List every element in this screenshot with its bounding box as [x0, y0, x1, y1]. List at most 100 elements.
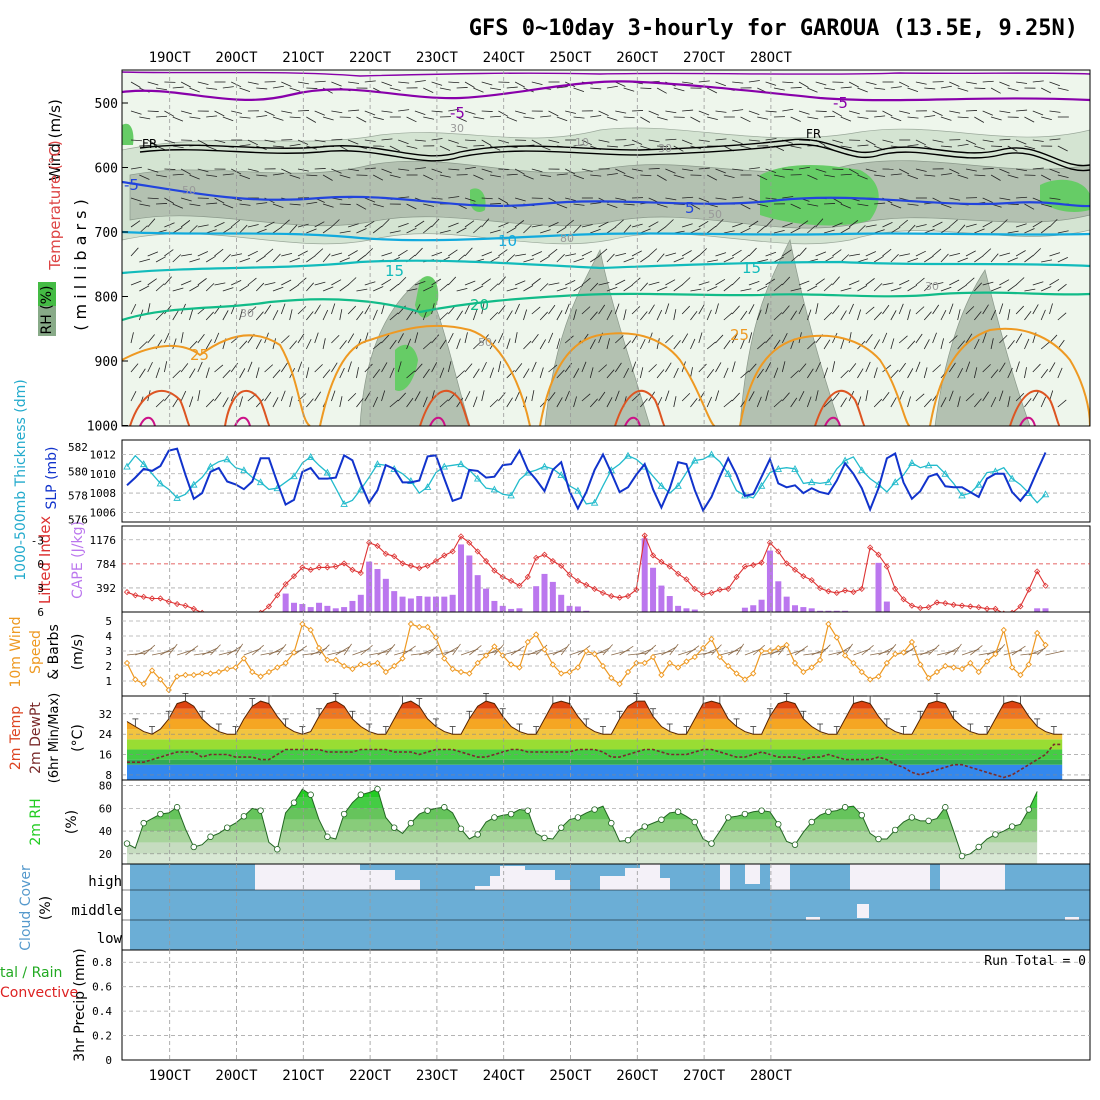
rh-label-30-c: 30 — [240, 307, 254, 320]
wind-barb — [1024, 228, 1035, 234]
wind-barb — [539, 283, 549, 292]
wind-barb — [306, 174, 318, 177]
wind-barb-10m — [619, 645, 634, 656]
li-point — [867, 544, 874, 551]
wind-barb — [982, 110, 993, 116]
wind-barb — [156, 115, 168, 118]
wind-barb — [773, 312, 783, 321]
thickness-point — [139, 460, 148, 468]
wind-barb — [907, 284, 918, 292]
wind-barb-10m — [427, 644, 439, 656]
wind-barb — [648, 248, 658, 257]
li-point — [140, 593, 147, 600]
wind-barb — [673, 309, 677, 321]
wind-barb-10m — [1011, 645, 1026, 656]
li-point — [666, 563, 673, 570]
rh-tick: 80 — [99, 780, 112, 793]
wind-barb — [999, 168, 1010, 174]
wind-point — [173, 673, 181, 680]
wind-barb — [682, 196, 694, 199]
rh-point — [190, 843, 197, 851]
wind-barb — [281, 110, 293, 114]
wind-barb — [189, 309, 194, 321]
wind-barb — [464, 247, 473, 257]
wind-barb — [189, 285, 200, 292]
rh-point — [507, 810, 515, 818]
wind-barb-10m — [870, 651, 890, 656]
cape-bar — [658, 585, 665, 612]
wind-barb — [556, 287, 568, 292]
wind-barb — [339, 257, 351, 263]
wind-barb — [965, 306, 975, 315]
wind-barb — [448, 276, 457, 286]
wind-barb — [957, 143, 969, 147]
wind-point — [541, 646, 548, 653]
wind-barb — [932, 221, 943, 228]
wind-barb — [748, 281, 760, 286]
wind-barb — [464, 280, 476, 286]
wind-barb — [272, 145, 284, 148]
pressure-tick: 800 — [95, 291, 118, 306]
rh-point — [1008, 823, 1016, 830]
rh-label-80: 80 — [560, 232, 574, 245]
wind-barb — [832, 361, 836, 373]
wind-barb — [1024, 203, 1035, 210]
wind-barb — [464, 220, 475, 228]
wind-barb — [498, 197, 509, 204]
wind-barb — [807, 225, 816, 234]
wind-barb — [715, 278, 726, 286]
wind-barb — [281, 219, 290, 228]
wind-barb — [172, 369, 181, 379]
wind-barb — [180, 280, 192, 286]
wind-barb — [706, 174, 718, 181]
wind-barb — [239, 144, 251, 147]
cape-bar — [883, 601, 890, 612]
wind-point — [1008, 664, 1016, 671]
wind-barb — [631, 250, 642, 257]
wind-barb — [982, 281, 994, 286]
wind-barb — [690, 310, 698, 321]
wind-barb — [264, 139, 276, 143]
wind-barb — [573, 309, 577, 321]
li-point — [725, 585, 732, 592]
wind-barb — [398, 168, 410, 171]
wind-barb — [949, 110, 961, 114]
wind-barb — [239, 340, 248, 350]
wind-barb — [448, 81, 460, 84]
wind-barb — [815, 168, 827, 173]
rh-label-50-a: 50 — [182, 184, 196, 197]
cape-bars — [282, 538, 1049, 612]
wind-barb — [172, 86, 184, 89]
wind-barb — [306, 311, 314, 321]
wind-barb — [782, 276, 791, 286]
cape-bar — [558, 594, 565, 612]
wind-barb — [406, 397, 414, 408]
li-point — [850, 589, 857, 596]
wind-barb — [514, 363, 523, 373]
wind-point — [315, 644, 323, 652]
li-point — [516, 582, 523, 589]
wind-point — [983, 658, 991, 665]
wind-barb — [172, 227, 183, 234]
wind-barb — [798, 110, 810, 115]
wind-barb — [606, 173, 618, 176]
thickness-point — [1041, 490, 1050, 498]
wind-barb — [189, 174, 200, 180]
wind-point — [933, 668, 941, 676]
wind-barb — [865, 306, 875, 315]
wind-barb — [381, 303, 385, 315]
wind-barb — [548, 110, 559, 117]
cape-bar — [307, 607, 314, 612]
wind-barb — [907, 258, 919, 263]
wind-barb — [723, 339, 731, 350]
wind-barb — [439, 87, 451, 91]
wind-barb — [731, 333, 738, 344]
wind-barb — [690, 203, 701, 210]
wind-barb — [614, 390, 620, 402]
rh-2m-markers — [123, 785, 1032, 860]
wind-barb — [974, 398, 982, 408]
wind-barb — [255, 367, 260, 379]
wind-barb — [698, 363, 707, 373]
wind-barb — [314, 304, 321, 315]
rh-point — [942, 804, 949, 811]
